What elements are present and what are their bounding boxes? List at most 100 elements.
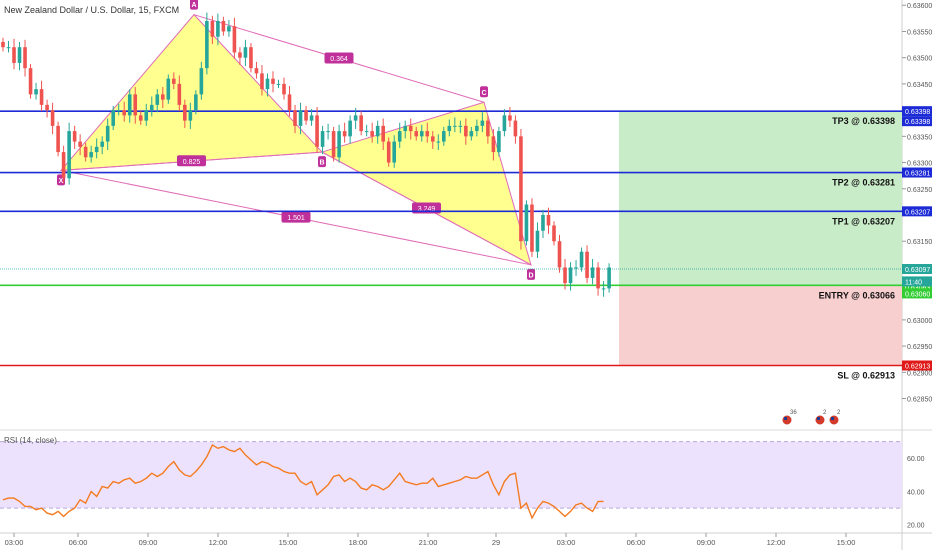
level-axis-badge xyxy=(902,116,932,127)
candle-body xyxy=(304,110,308,121)
candle-body xyxy=(116,110,121,112)
pattern-point-badge xyxy=(480,86,488,98)
price-tick-label: 0.62950 xyxy=(907,344,932,351)
pattern-ratio-badge xyxy=(177,155,206,167)
level-axis-label: 0.62913 xyxy=(905,364,930,371)
candle-body xyxy=(442,131,446,142)
level-label: TP1 @ 0.63207 xyxy=(832,216,895,226)
price-axis-badge-label: 11:40 xyxy=(905,279,922,286)
price-levels[interactable]: TP3 @ 0.63398 TP2 @ 0.63281 TP1 @ 0.63207 E… xyxy=(0,110,902,381)
candle-body xyxy=(227,26,231,32)
rsi-band xyxy=(0,441,902,509)
candle-body xyxy=(381,125,385,142)
candle-body xyxy=(17,47,22,63)
rsi-tick-label: 20.00 xyxy=(907,523,925,530)
flag-canton xyxy=(817,417,820,420)
time-tick-label: 09:00 xyxy=(697,538,716,547)
candle-body xyxy=(315,115,319,147)
candle-body xyxy=(359,115,363,132)
price-tick-label: 0.63600 xyxy=(907,3,932,10)
flag-canton xyxy=(784,417,787,420)
candle-body xyxy=(596,267,600,289)
price-tick-label: 0.63450 xyxy=(907,82,932,89)
candle-body xyxy=(486,120,490,137)
pattern-point-badge xyxy=(527,268,535,280)
candle-body xyxy=(188,110,193,121)
candle-body xyxy=(331,131,336,158)
candle-body xyxy=(601,288,606,290)
candle-body xyxy=(475,125,479,132)
candle-body xyxy=(34,89,38,95)
us-flag-event-icon[interactable]: 36 xyxy=(781,410,797,426)
candle-body xyxy=(260,73,264,90)
level-axis-badge xyxy=(902,206,932,217)
pattern-ratio-label: 0.364 xyxy=(330,56,348,63)
candle-body xyxy=(23,47,27,69)
pattern-point-label: A xyxy=(191,2,196,9)
pattern-point-label: B xyxy=(319,160,324,167)
level-axis-label: 0.63063 xyxy=(905,285,930,292)
time-axis[interactable]: 03:00 06:00 09:00 12:00 15:00 18:00 21:00 29 03:… xyxy=(5,533,856,547)
time-tick-label: 12:00 xyxy=(767,538,786,547)
candle-body xyxy=(160,94,165,100)
candle-body xyxy=(524,204,529,242)
candle-body xyxy=(563,267,567,284)
candle-body xyxy=(607,267,611,289)
price-axis[interactable]: 0.636000.635500.635000.634500.634000.633… xyxy=(902,3,932,530)
time-tick-label: 21:00 xyxy=(419,538,438,547)
us-flag-event-icon[interactable]: 2 xyxy=(814,410,827,426)
time-tick-label: 09:00 xyxy=(139,538,158,547)
candle-body xyxy=(535,230,540,252)
candle-body xyxy=(205,20,209,69)
candle-body xyxy=(216,20,220,37)
price-tick-label: 0.62900 xyxy=(907,370,932,377)
candle-body xyxy=(309,115,314,121)
time-tick-label: 06:00 xyxy=(69,538,88,547)
time-tick-label: 03:00 xyxy=(5,538,24,547)
us-flag-event-icon[interactable]: 2 xyxy=(828,410,841,426)
price-axis-badge xyxy=(902,264,932,275)
level-axis-label: 0.63207 xyxy=(905,209,930,216)
candle-body xyxy=(39,89,44,105)
candle-body xyxy=(585,251,589,278)
candle-body xyxy=(502,115,507,132)
candle-body xyxy=(392,141,397,163)
pattern-point-label: X xyxy=(59,178,64,185)
candle-body xyxy=(579,251,584,268)
candle-body xyxy=(232,26,237,53)
price-tick-label: 0.62850 xyxy=(907,397,932,404)
candle-body xyxy=(348,120,352,137)
candle-body xyxy=(298,110,303,126)
candle-body xyxy=(1,41,5,48)
rsi-tick-label: 40.00 xyxy=(907,489,925,496)
rsi-pane[interactable] xyxy=(0,441,902,520)
loss-zone xyxy=(619,285,902,366)
candle-body xyxy=(403,125,408,132)
candle-body xyxy=(419,131,424,137)
candle-body xyxy=(480,120,485,126)
symbol-title: New Zealand Dollar / U.S. Dollar, 15, FX… xyxy=(4,5,179,15)
candle-body xyxy=(497,131,501,153)
candle-body xyxy=(453,125,457,127)
rsi-line xyxy=(2,444,604,520)
event-markers[interactable]: 36 2 2 xyxy=(781,410,841,426)
pattern-ratio-label: 1.501 xyxy=(287,215,305,222)
candle-body xyxy=(149,104,154,111)
flag-canton xyxy=(831,417,834,420)
candle-body xyxy=(194,94,198,111)
level-axis-label: 0.63281 xyxy=(905,171,930,178)
candle-body xyxy=(177,83,182,105)
candle-body xyxy=(61,152,66,179)
time-tick-label: 03:00 xyxy=(557,538,576,547)
candle-body xyxy=(83,146,88,158)
time-tick-label: 12:00 xyxy=(209,538,228,547)
event-count: 2 xyxy=(823,410,827,416)
candle-body xyxy=(414,131,419,137)
level-axis-badge xyxy=(902,281,932,292)
candle-body xyxy=(243,47,248,58)
candle-body xyxy=(155,94,160,105)
position-zones xyxy=(619,111,902,366)
candle-body xyxy=(133,94,138,116)
harmonic-pattern[interactable]: X A B C D 0.364 0.825 1.501 3.249 xyxy=(57,0,535,280)
